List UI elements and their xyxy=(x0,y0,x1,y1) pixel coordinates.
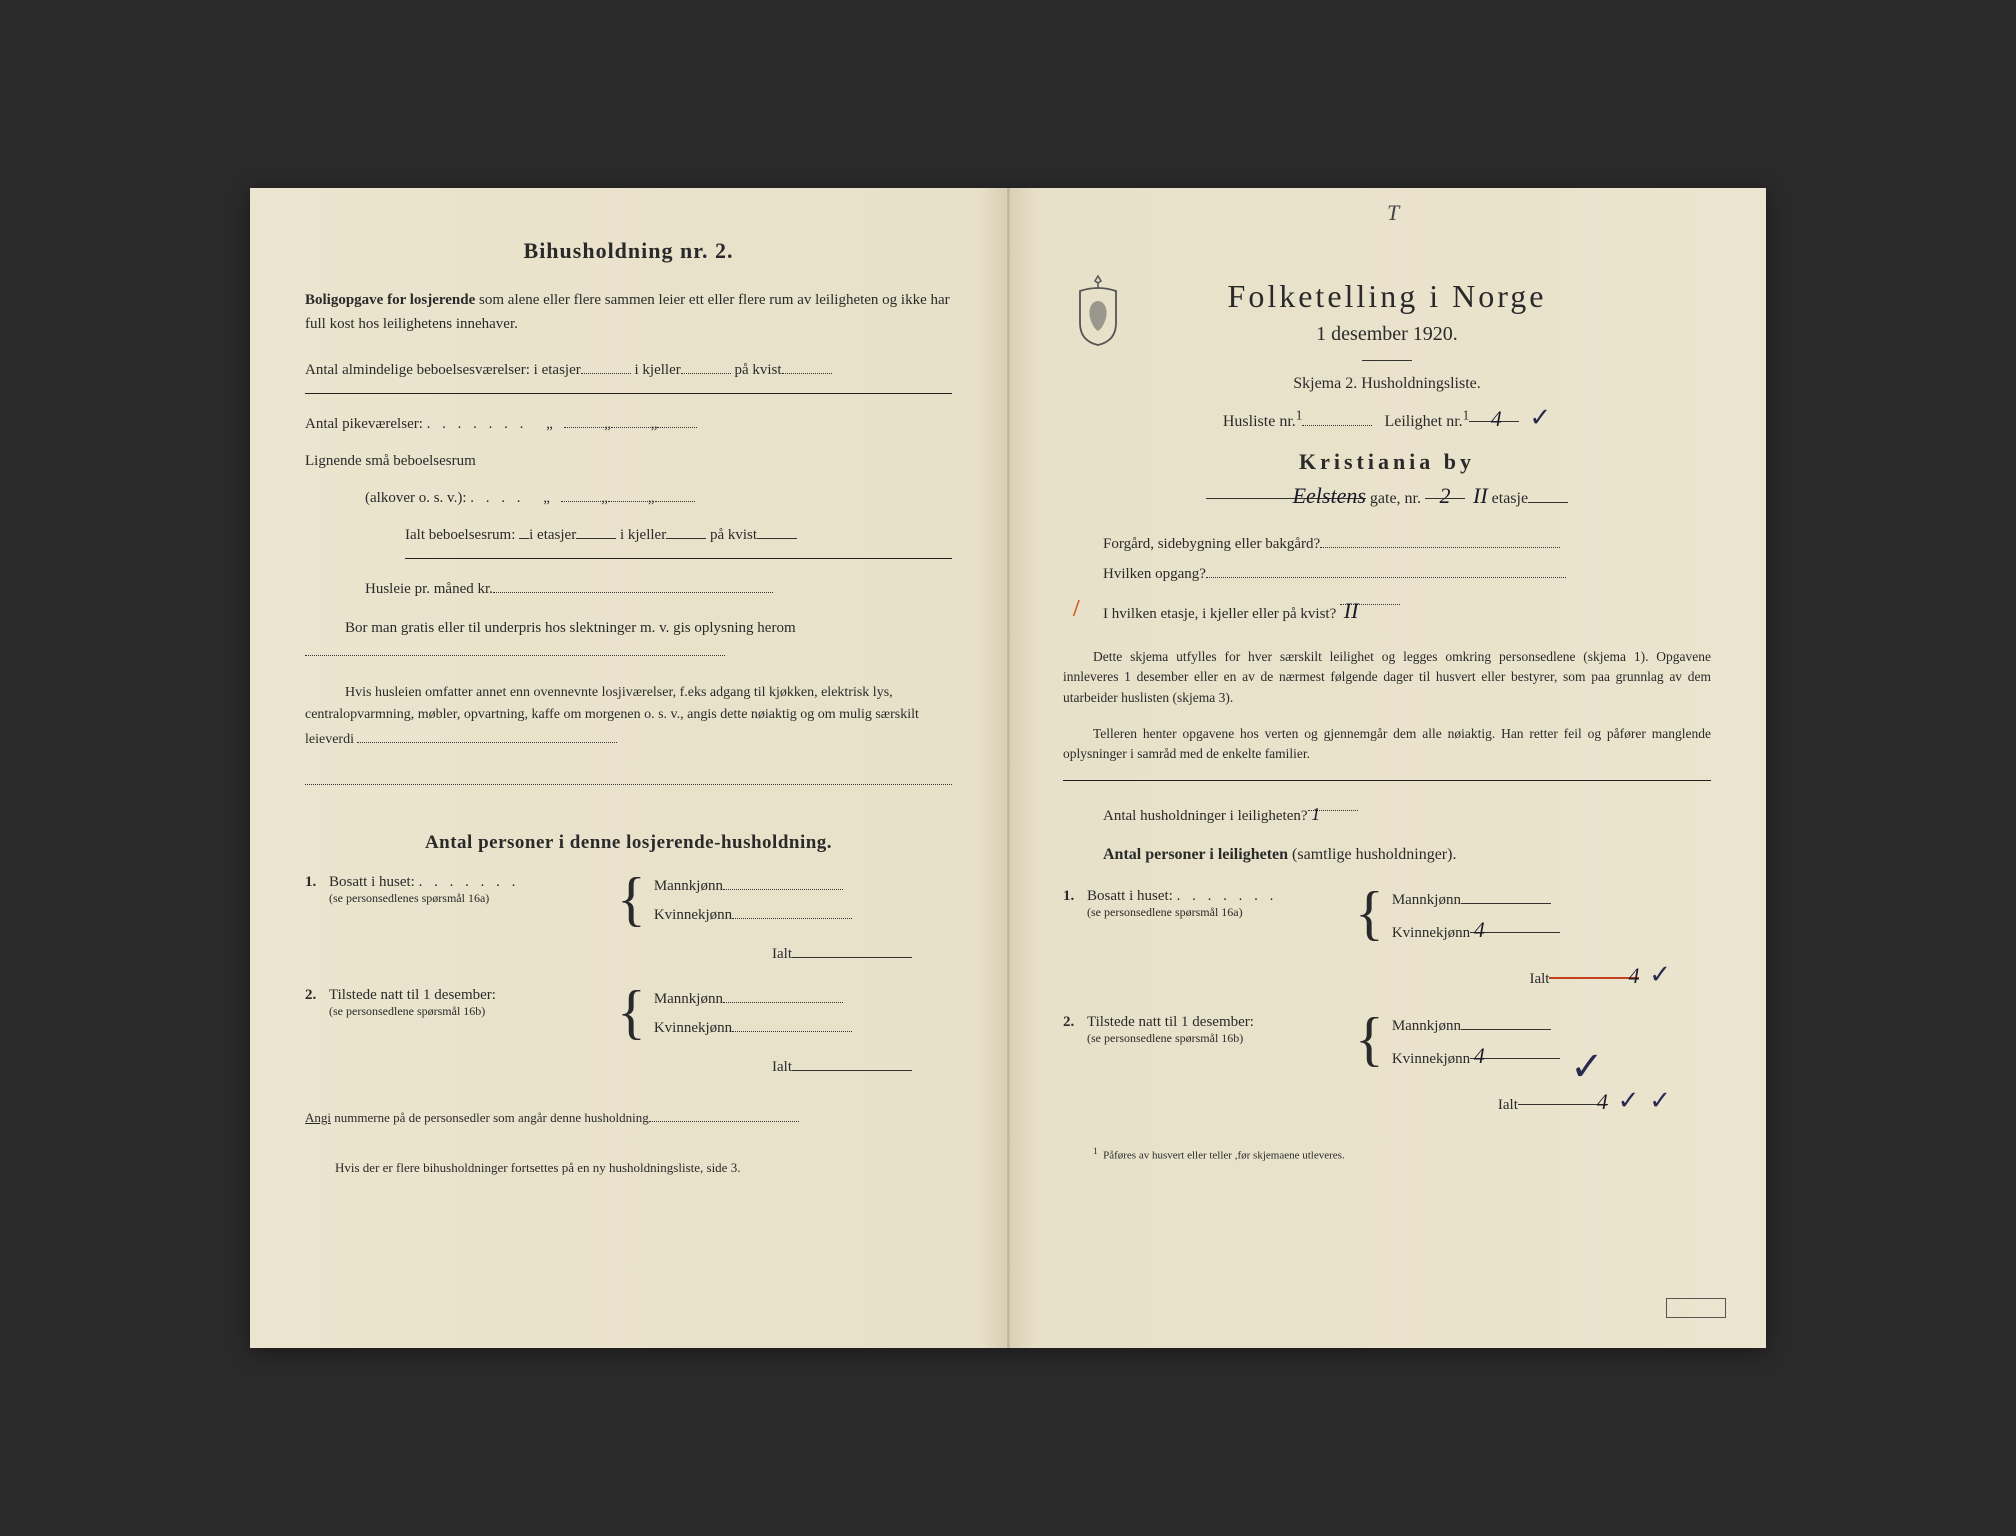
checkmark-icon: ✓ xyxy=(1649,1086,1671,1115)
city-name: Kristiania by xyxy=(1063,449,1711,475)
field-ialt-bebo: Ialt beboelsesrum: i etasjer i kjeller p… xyxy=(305,519,952,552)
main-title: Folketelling i Norge xyxy=(1063,278,1711,315)
antal-pers-title: Antal personer i leiligheten (samtlige h… xyxy=(1063,837,1711,872)
instructions-2: Telleren henter opgavene hos verten og g… xyxy=(1063,724,1711,765)
rule xyxy=(405,558,952,559)
date-line: 1 desember 1920. xyxy=(1063,323,1711,346)
field-beboelse: Antal almindelige beboelsesværelser: i e… xyxy=(305,354,952,387)
curly-brace-icon: { xyxy=(617,874,646,924)
q1: Forgård, sidebygning eller bakgård? xyxy=(1103,529,1711,559)
left-page: Bihusholdning nr. 2. Boligopgave for los… xyxy=(250,188,1008,1348)
r-item-1: 1. Bosatt i huset: . . . . . . . (se per… xyxy=(1063,888,1711,950)
hvis-husleien: Hvis husleien omfatter annet enn ovennev… xyxy=(305,682,952,751)
questions: Forgård, sidebygning eller bakgård? Hvil… xyxy=(1103,529,1711,629)
coat-of-arms-icon xyxy=(1068,273,1128,348)
ialt-2: Ialt xyxy=(305,1055,952,1076)
subsection-title: Antal personer i denne losjerende-hushol… xyxy=(305,832,952,854)
top-handwritten-mark: T xyxy=(1387,200,1399,226)
curly-brace-icon: { xyxy=(617,987,646,1037)
r-ialt-2: Ialt 4 ✓ ✓ xyxy=(1063,1086,1711,1116)
intro-paragraph: Boligopgave for losjerende som alene ell… xyxy=(305,288,952,336)
census-document: Bihusholdning nr. 2. Boligopgave for los… xyxy=(250,188,1766,1348)
schema-line: Skjema 2. Husholdningsliste. xyxy=(1063,375,1711,393)
checkmark-icon: ✓ xyxy=(1570,1043,1604,1090)
curly-brace-icon: { xyxy=(1355,1014,1384,1064)
intro-bold: Boligopgave for losjerende xyxy=(305,292,475,308)
r-item-2: 2. Tilstede natt til 1 desember: (se per… xyxy=(1063,1014,1711,1076)
list-numbers: Husliste nr.1 Leilighet nr.1 4 ✓ xyxy=(1063,403,1711,433)
rule xyxy=(305,393,952,394)
item-1: 1. Bosatt i huset: . . . . . . . (se per… xyxy=(305,874,952,932)
field-alkover: (alkover o. s. v.): . . . . „ „„ xyxy=(305,482,952,515)
divider xyxy=(1362,360,1412,361)
orange-slash-icon: / xyxy=(1073,585,1080,633)
ialt-1: Ialt xyxy=(305,942,952,963)
bor-gratis: Bor man gratis eller til underpris hos s… xyxy=(305,616,952,664)
rule xyxy=(1063,780,1711,781)
q3: / I hvilken etasje, i kjeller eller på k… xyxy=(1103,589,1711,629)
footnote: 1 Påføres av husvert eller teller ,før s… xyxy=(1063,1146,1711,1162)
field-pike: Antal pikeværelser: . . . . . . . „ „„ xyxy=(305,408,952,441)
antal-hush: Antal husholdninger i leiligheten? 1 xyxy=(1063,795,1711,833)
field-lignende: Lignende små beboelsesrum xyxy=(305,445,952,478)
field-husleie: Husleie pr. måned kr. xyxy=(305,573,952,606)
angi-line: Angi Angi nummerne på de personsedler so… xyxy=(305,1106,952,1128)
q2: Hvilken opgang? xyxy=(1103,559,1711,589)
hvis-flere: Hvis der er flere bihusholdninger fortse… xyxy=(305,1158,952,1178)
left-title: Bihusholdning nr. 2. xyxy=(305,238,952,264)
printer-stamp xyxy=(1666,1298,1726,1318)
checkmark-icon: ✓ xyxy=(1529,403,1551,432)
checkmark-icon: ✓ xyxy=(1618,1086,1640,1115)
curly-brace-icon: { xyxy=(1355,888,1384,938)
item-2: 2. Tilstede natt til 1 desember: (se per… xyxy=(305,987,952,1045)
address-line: Eelstens gate, nr. 2 II etasje xyxy=(1063,483,1711,509)
checkmark-icon: ✓ xyxy=(1649,960,1671,989)
instructions-1: Dette skjema utfylles for hver særskilt … xyxy=(1063,647,1711,708)
r-ialt-1: Ialt 4 ✓ xyxy=(1063,960,1711,990)
right-page: T Folketelling i Norge 1 desember 1920. … xyxy=(1008,188,1766,1348)
